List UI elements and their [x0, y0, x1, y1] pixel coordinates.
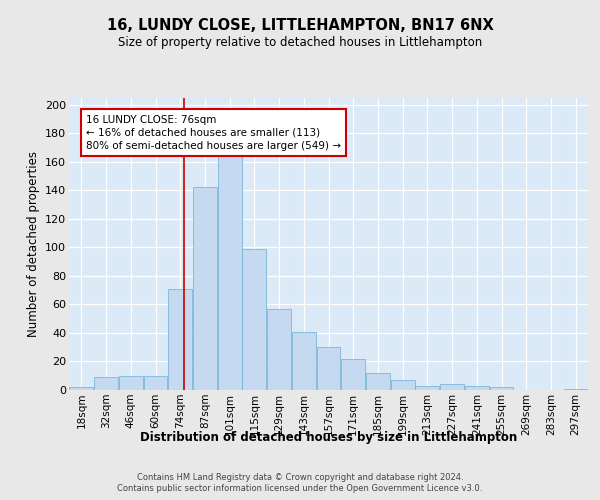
Text: Contains HM Land Registry data © Crown copyright and database right 2024.: Contains HM Land Registry data © Crown c…	[137, 472, 463, 482]
Bar	[143, 376, 167, 390]
Bar	[267, 308, 291, 390]
Bar	[317, 347, 340, 390]
Text: 16 LUNDY CLOSE: 76sqm
← 16% of detached houses are smaller (113)
80% of semi-det: 16 LUNDY CLOSE: 76sqm ← 16% of detached …	[86, 114, 341, 151]
Bar	[70, 387, 94, 390]
Y-axis label: Number of detached properties: Number of detached properties	[26, 151, 40, 337]
Bar	[465, 386, 489, 390]
Bar	[94, 377, 118, 390]
Bar	[193, 188, 217, 390]
Bar	[391, 380, 415, 390]
Bar	[440, 384, 464, 390]
Bar	[563, 388, 587, 390]
Bar	[218, 150, 242, 390]
Bar	[490, 387, 514, 390]
Bar	[242, 248, 266, 390]
Bar	[292, 332, 316, 390]
Bar	[168, 288, 192, 390]
Text: 16, LUNDY CLOSE, LITTLEHAMPTON, BN17 6NX: 16, LUNDY CLOSE, LITTLEHAMPTON, BN17 6NX	[107, 18, 493, 32]
Text: Size of property relative to detached houses in Littlehampton: Size of property relative to detached ho…	[118, 36, 482, 49]
Bar	[415, 386, 439, 390]
Bar	[119, 376, 143, 390]
Text: Contains public sector information licensed under the Open Government Licence v3: Contains public sector information licen…	[118, 484, 482, 493]
Bar	[341, 358, 365, 390]
Bar	[366, 373, 390, 390]
Text: Distribution of detached houses by size in Littlehampton: Distribution of detached houses by size …	[140, 431, 517, 444]
